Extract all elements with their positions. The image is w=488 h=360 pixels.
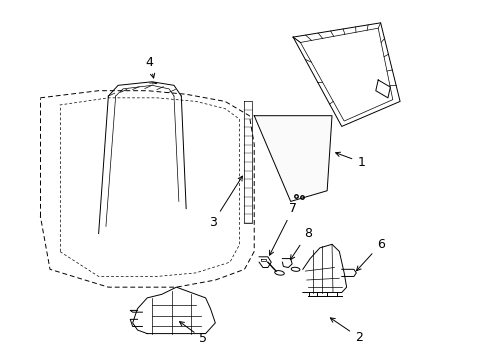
Polygon shape [254, 116, 331, 202]
Text: 3: 3 [208, 176, 242, 229]
Text: 6: 6 [356, 238, 384, 271]
Text: 4: 4 [145, 55, 154, 78]
Text: 7: 7 [269, 202, 297, 255]
Text: 5: 5 [179, 321, 207, 346]
Text: 2: 2 [330, 318, 362, 344]
Text: 8: 8 [290, 227, 311, 260]
Text: 1: 1 [335, 152, 365, 168]
